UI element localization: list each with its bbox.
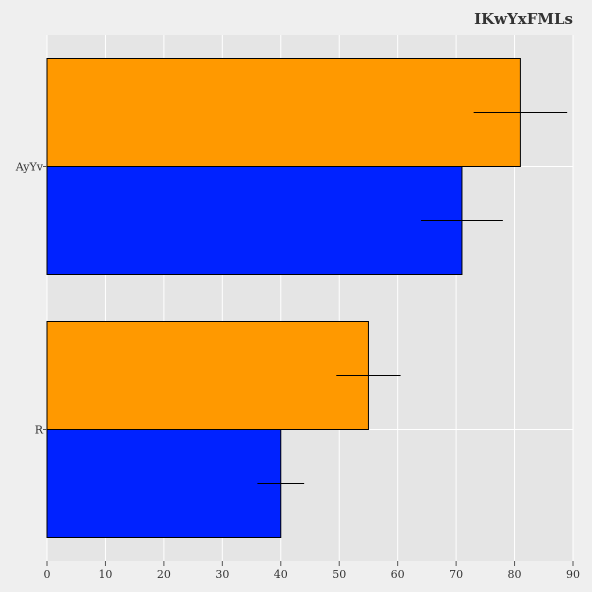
x-tick-label: 0 — [44, 568, 51, 581]
category-label: AyYv — [15, 161, 44, 174]
bar-series-0-AyYv — [46, 58, 521, 167]
chart-title: IKwYxFMLs — [474, 10, 573, 28]
bar-series-0-R — [46, 321, 369, 430]
bar-series-1-AyYv — [46, 166, 463, 275]
bar-series-1-R — [46, 429, 282, 538]
y-axis-categories: AyYv R — [15, 161, 47, 437]
error-bars — [257, 112, 568, 484]
x-tick-label: 60 — [391, 568, 405, 581]
x-tick-label: 50 — [332, 568, 346, 581]
x-axis-ticks: 0 10 20 30 40 50 60 70 80 90 — [44, 561, 580, 581]
x-tick-label: 70 — [449, 568, 463, 581]
x-tick-label: 30 — [215, 568, 229, 581]
x-tick-label: 10 — [98, 568, 112, 581]
x-tick-label: 40 — [274, 568, 288, 581]
bars — [46, 58, 521, 538]
x-tick-label: 20 — [157, 568, 171, 581]
category-label: R — [35, 424, 44, 437]
x-tick-label: 90 — [566, 568, 580, 581]
x-tick-label: 80 — [508, 568, 522, 581]
